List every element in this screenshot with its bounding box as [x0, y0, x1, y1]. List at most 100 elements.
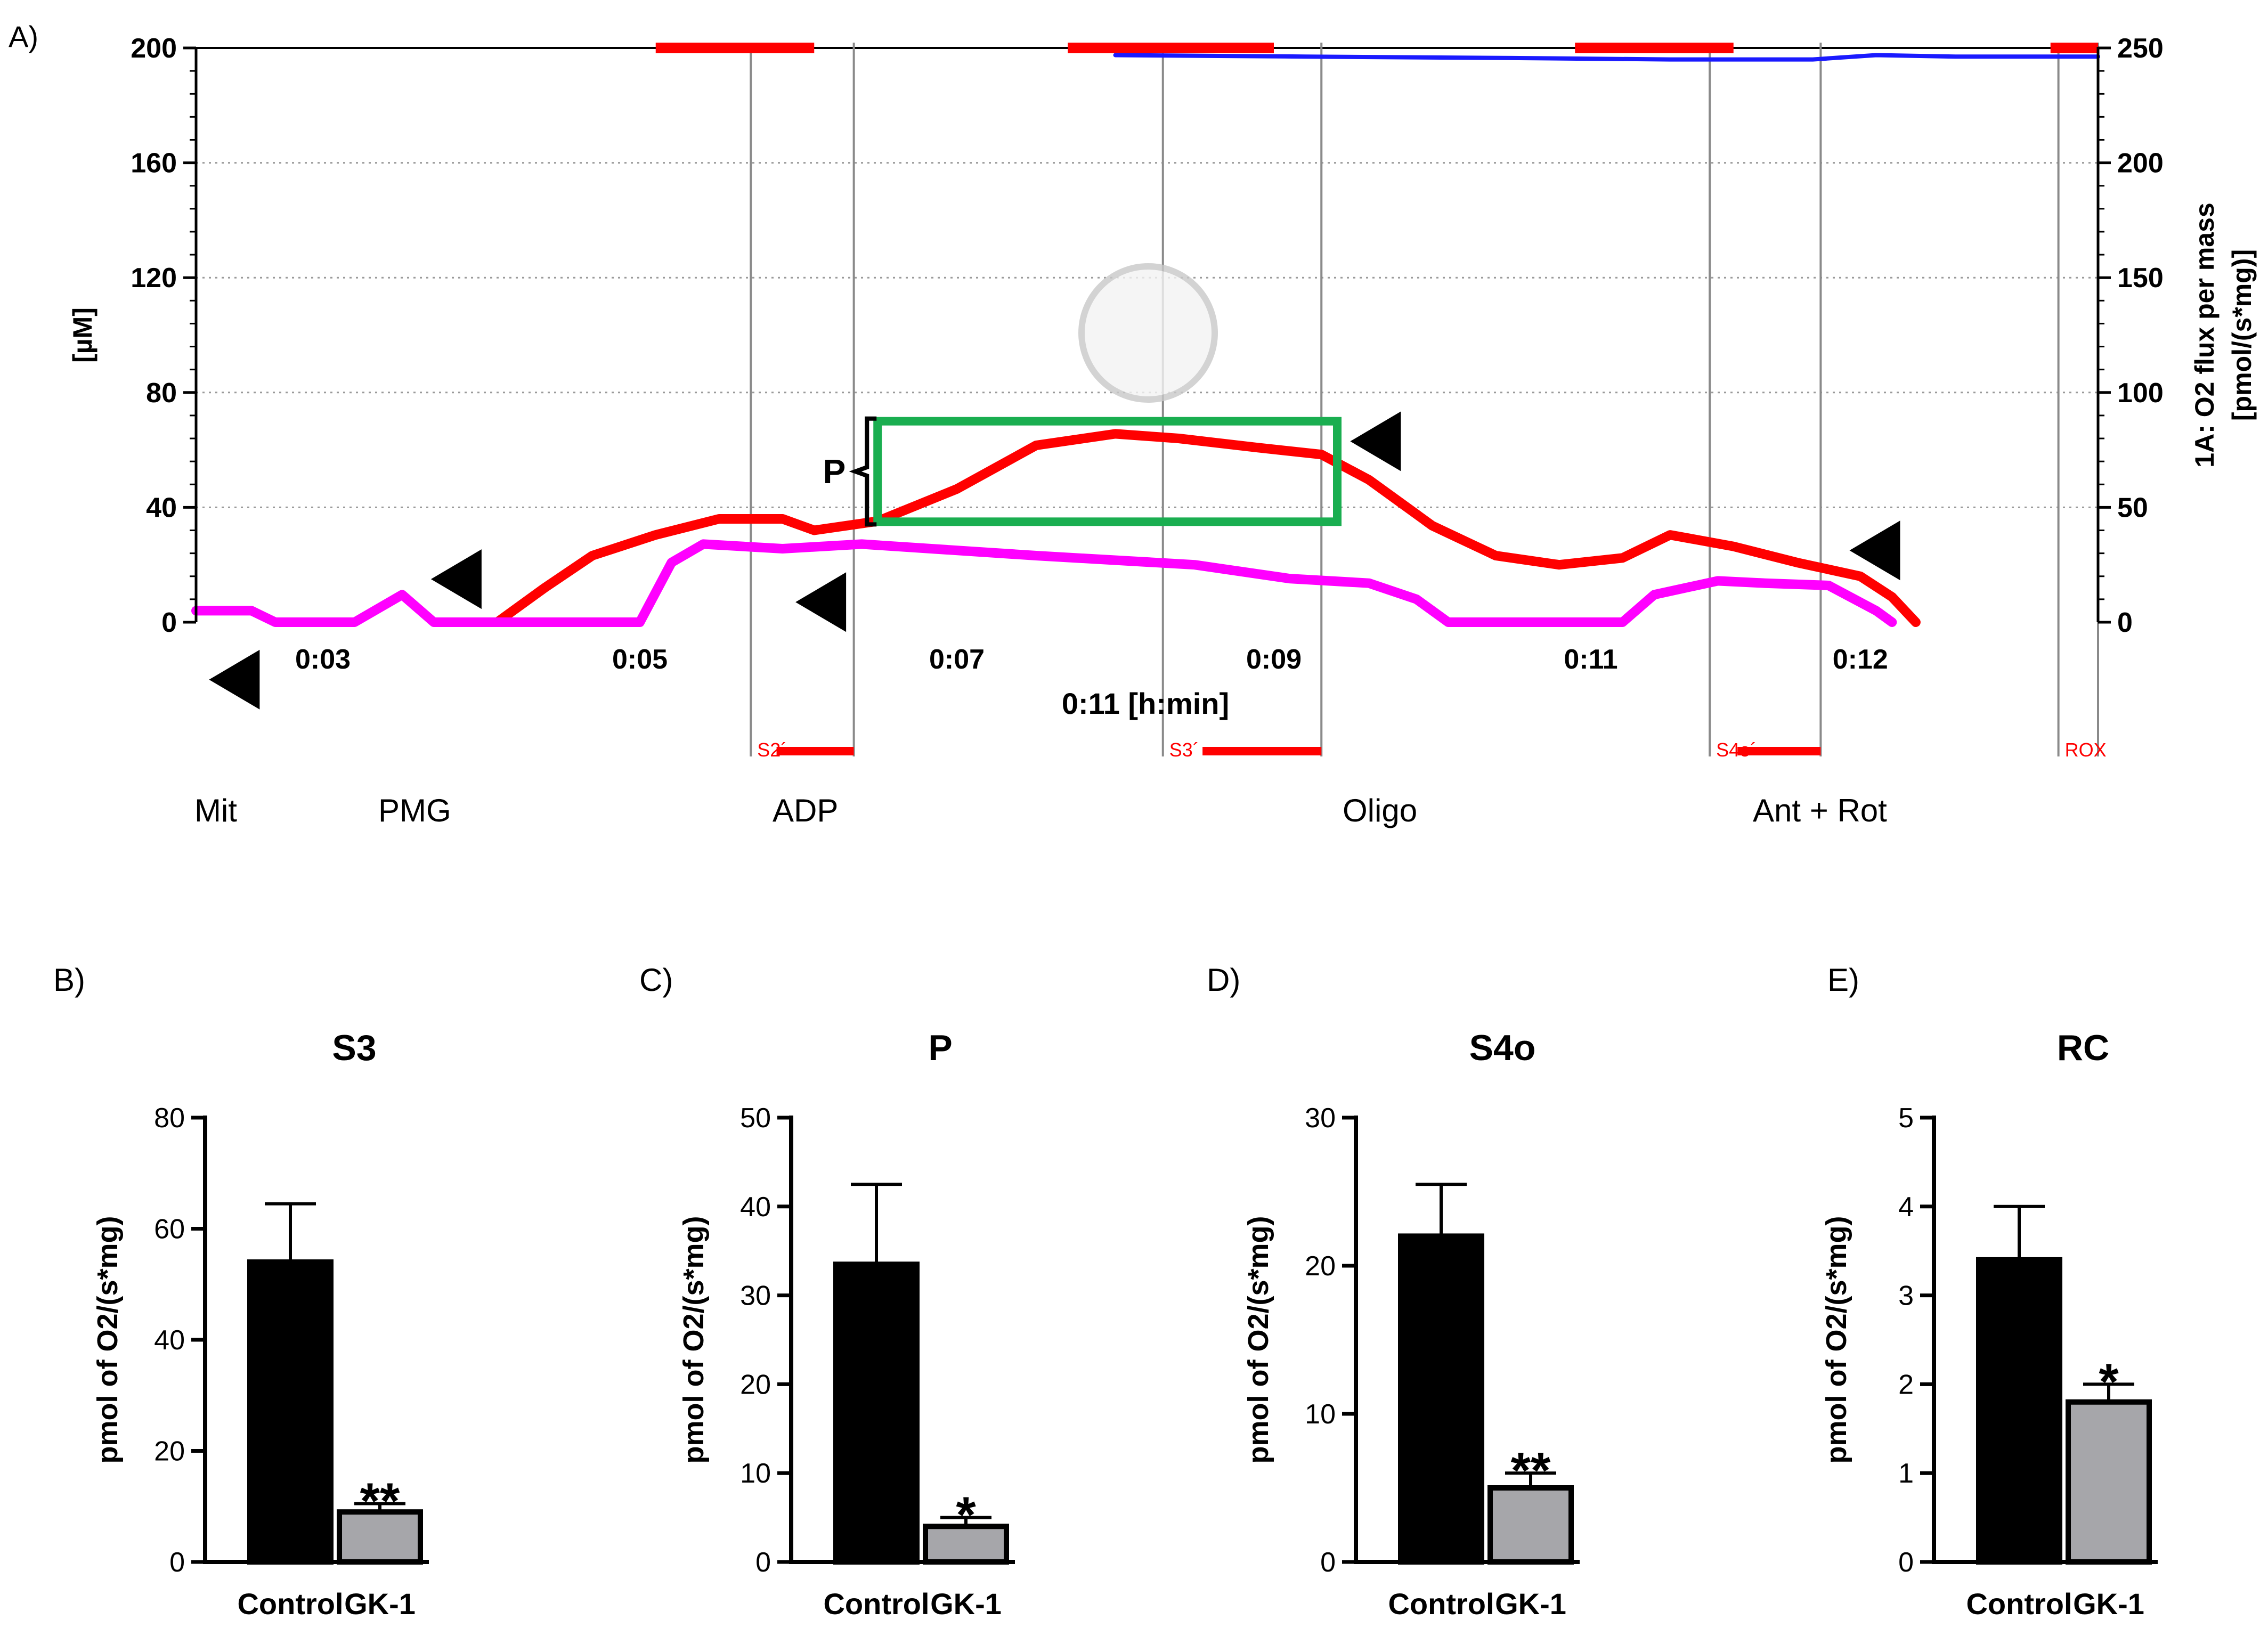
y-tick-label: 40	[740, 1192, 771, 1223]
panel-label: C)	[639, 962, 673, 998]
y-tick-label: 20	[154, 1436, 185, 1467]
x-axis-label: 0:11 [h:min]	[1062, 687, 1229, 720]
significance-marker: *	[956, 1487, 976, 1544]
addition-label-ant-rot: Ant + Rot	[1753, 793, 1887, 828]
y-tick-label: 0	[755, 1547, 771, 1578]
p-bracket-label: P	[823, 452, 846, 491]
y-axis-label: pmol of O2/(s*mg)	[1242, 1216, 1274, 1463]
addition-label-pmg: PMG	[378, 793, 451, 828]
y-tick-label: 0	[1320, 1547, 1336, 1578]
chart-title: RC	[2057, 1028, 2109, 1068]
panel-a-label: A)	[9, 20, 38, 53]
arrowhead-ant-rot	[1849, 520, 1900, 581]
y-tick-label: 2	[1898, 1369, 1914, 1400]
y-tick-label: 4	[1898, 1192, 1914, 1223]
y-left-tick-label: 80	[146, 378, 177, 409]
mark-bar-top	[655, 43, 815, 53]
chart-title: S4o	[1469, 1028, 1536, 1068]
x-tick-label: GK-1	[2073, 1587, 2144, 1621]
y-axis-label: pmol of O2/(s*mg)	[678, 1216, 710, 1463]
panel-e-bar-chart: E) RC pmol of O2/(s*mg) 0 1 2 3 4 5 Control GK-1 *	[1820, 962, 2158, 1621]
x-tick-label: 0:05	[612, 644, 668, 675]
y-tick-label: 30	[740, 1281, 771, 1312]
y-tick-label: 20	[1305, 1251, 1336, 1282]
x-tick-label: 0:03	[295, 644, 351, 675]
y-left-tick-label: 160	[131, 148, 177, 179]
y-tick-label: 0	[169, 1547, 185, 1578]
arrowhead-pmg	[430, 549, 482, 609]
x-tick-label: 0:12	[1833, 644, 1888, 675]
bar-gk-1	[1487, 1485, 1574, 1565]
bar-control	[247, 1259, 334, 1565]
mark-bar-bottom	[1737, 747, 1821, 755]
y-tick-label: 1	[1898, 1458, 1914, 1489]
bar-control	[1976, 1257, 2062, 1565]
addition-label-mit: Mit	[194, 793, 237, 828]
y-left-tick-label: 0	[161, 607, 177, 638]
bar-gk-1	[2066, 1399, 2152, 1565]
chart-title: P	[928, 1028, 952, 1068]
y-right-tick-label: 50	[2117, 492, 2148, 523]
y-tick-label: 0	[1898, 1547, 1914, 1578]
y-tick-label: 30	[1305, 1103, 1336, 1134]
series-line-flux-magenta	[191, 539, 1897, 627]
y-left-axis-label: [µM]	[68, 307, 97, 363]
x-tick-label: 0:11	[1564, 644, 1617, 675]
arrowhead-mit	[209, 649, 260, 710]
y-right-axis-label-line2: [pmol/(s*mg)]	[2227, 249, 2257, 421]
mark-bar-bottom	[1202, 747, 1322, 755]
x-tick-label: Control	[237, 1587, 343, 1621]
arrowhead-oligo	[1350, 411, 1401, 471]
y-left-tick-label: 120	[131, 263, 177, 294]
y-right-tick-label: 100	[2117, 378, 2164, 409]
y-tick-label: 20	[740, 1369, 771, 1400]
y-tick-label: 80	[154, 1103, 185, 1134]
watermark-logo	[1078, 263, 1218, 403]
x-tick-label: 0:09	[1246, 644, 1302, 675]
y-tick-label: 10	[740, 1458, 771, 1489]
y-left-tick-label: 40	[146, 492, 177, 523]
significance-marker: **	[360, 1473, 400, 1530]
significance-marker: **	[1511, 1442, 1551, 1499]
series-line-o2-concentration	[1113, 53, 2100, 62]
p-region-box	[873, 417, 1342, 526]
mark-bar-top	[1068, 43, 1274, 53]
y-tick-label: 50	[740, 1103, 771, 1134]
bar-control	[1398, 1233, 1484, 1565]
mark-label-s3: S3´	[1169, 739, 1199, 761]
x-tick-label: Control	[823, 1587, 929, 1621]
x-tick-label: GK-1	[1495, 1587, 1566, 1621]
y-axis-label: pmol of O2/(s*mg)	[1820, 1216, 1852, 1463]
y-tick-label: 60	[154, 1214, 185, 1245]
mark-label-rox: ROX	[2065, 739, 2107, 761]
y-right-axis-label-line1: 1A: O2 flux per mass	[2190, 202, 2220, 467]
y-axis-label: pmol of O2/(s*mg)	[92, 1216, 124, 1463]
panel-b-bar-chart: B) S3 pmol of O2/(s*mg) 0 20 40 60 80 Control GK-…	[53, 962, 429, 1621]
panel-label: B)	[53, 962, 85, 998]
series-line-flux-red	[492, 429, 1921, 627]
x-tick-label: GK-1	[344, 1587, 416, 1621]
panel-label: D)	[1207, 962, 1240, 998]
bar-gk-1	[923, 1524, 1009, 1565]
mark-bar-bottom	[776, 747, 854, 755]
x-tick-label: Control	[1966, 1587, 2072, 1621]
y-left-tick-label: 200	[131, 33, 177, 64]
x-tick-label: 0:07	[929, 644, 985, 675]
chart-title: S3	[332, 1028, 376, 1068]
x-tick-label: Control	[1388, 1587, 1494, 1621]
y-right-tick-label: 0	[2117, 607, 2133, 638]
mark-bar-top	[2050, 43, 2098, 53]
y-tick-label: 40	[154, 1325, 185, 1356]
bar-gk-1	[337, 1509, 423, 1565]
y-tick-label: 3	[1898, 1281, 1914, 1312]
x-tick-label: GK-1	[930, 1587, 1002, 1621]
p-bracket	[849, 416, 877, 527]
panel-d-bar-chart: D) S4o pmol of O2/(s*mg) 0 10 20 30 Control GK-1…	[1207, 962, 1580, 1621]
arrowhead-adp	[795, 572, 847, 632]
significance-marker: *	[2099, 1353, 2119, 1410]
addition-label-adp: ADP	[773, 793, 838, 828]
panel-a-oxygraph: A) S2´ S3´ S4o´ ROXP04080120160200050100150…	[9, 20, 2257, 828]
